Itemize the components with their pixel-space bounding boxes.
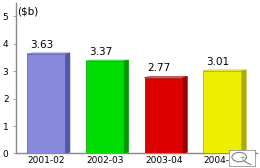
Polygon shape (183, 76, 187, 153)
Bar (145, 78, 183, 153)
Bar (27, 54, 65, 153)
Bar (86, 61, 124, 153)
Polygon shape (124, 60, 129, 153)
Polygon shape (65, 53, 70, 153)
Polygon shape (27, 53, 70, 54)
Bar (203, 71, 242, 153)
Text: 3.01: 3.01 (206, 57, 229, 67)
Polygon shape (242, 70, 246, 153)
Polygon shape (145, 76, 187, 78)
Text: ($b): ($b) (17, 7, 38, 17)
Text: +: + (239, 155, 245, 161)
Polygon shape (203, 70, 246, 71)
Text: 3.37: 3.37 (89, 47, 112, 57)
Polygon shape (86, 60, 129, 61)
Text: 3.63: 3.63 (30, 40, 53, 50)
Text: 2.77: 2.77 (148, 63, 171, 73)
